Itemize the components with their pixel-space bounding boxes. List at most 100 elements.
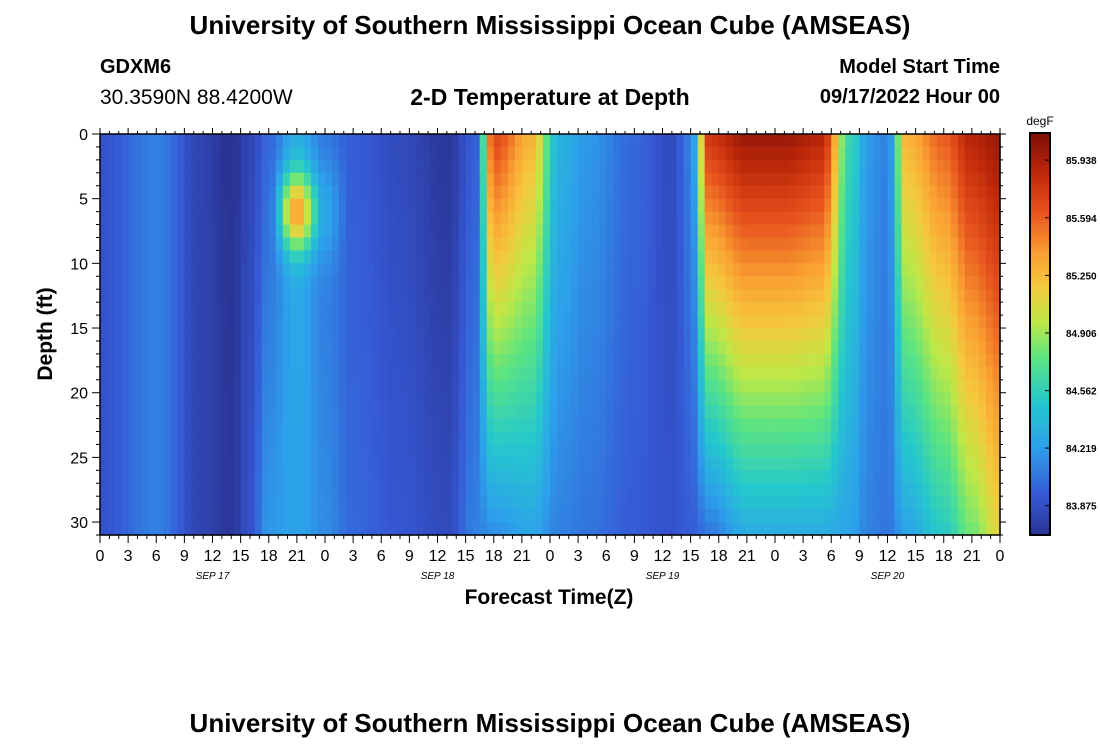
heatmap-cell	[880, 172, 889, 187]
heatmap-cell	[803, 224, 811, 239]
heatmap-cell	[992, 444, 1001, 458]
heatmap-cell	[486, 379, 495, 394]
heatmap-cell	[936, 392, 945, 407]
heatmap-cell	[226, 470, 235, 484]
heatmap-cell	[739, 198, 748, 213]
heatmap-cell	[346, 172, 354, 187]
heatmap-cell	[725, 289, 734, 303]
heatmap-cell	[535, 263, 544, 277]
heatmap-cell	[887, 444, 896, 458]
heatmap-cell	[585, 289, 593, 303]
heatmap-cell	[810, 418, 818, 433]
heatmap-cell	[838, 496, 846, 510]
heatmap-cell	[325, 276, 333, 290]
heatmap-cell	[346, 198, 354, 213]
heatmap-cell	[521, 146, 530, 161]
heatmap-cell	[346, 328, 354, 342]
heatmap-cell	[957, 366, 966, 381]
heatmap-cell	[212, 366, 221, 381]
heatmap-cell	[789, 340, 797, 355]
heatmap-cell	[486, 146, 495, 161]
heatmap-cell	[149, 522, 157, 536]
heatmap-cell	[662, 263, 671, 277]
heatmap-cell	[803, 470, 811, 484]
heatmap-cell	[247, 405, 256, 420]
heatmap-cell	[261, 444, 270, 458]
heatmap-cell	[908, 328, 917, 342]
heatmap-cell	[268, 366, 277, 381]
heatmap-cell	[978, 340, 987, 355]
heatmap-cell	[669, 185, 678, 200]
heatmap-cell	[437, 315, 446, 329]
heatmap-cell	[704, 289, 713, 303]
heatmap-cell	[683, 366, 692, 381]
heatmap-cell	[346, 146, 354, 161]
heatmap-cell	[824, 134, 832, 148]
heatmap-cell	[360, 496, 368, 510]
heatmap-cell	[317, 315, 326, 329]
heatmap-cell	[894, 237, 903, 252]
heatmap-cell	[142, 185, 150, 200]
heatmap-cell	[697, 328, 706, 342]
heatmap-cell	[353, 431, 361, 446]
heatmap-cell	[367, 405, 375, 420]
heatmap-cell	[985, 496, 994, 510]
heatmap-cell	[282, 457, 291, 471]
heatmap-cell	[219, 392, 228, 407]
heatmap-cell	[521, 289, 530, 303]
heatmap-cell	[810, 509, 818, 523]
heatmap-cell	[922, 211, 931, 226]
heatmap-cell	[978, 276, 987, 290]
heatmap-cell	[409, 483, 418, 497]
heatmap-cell	[845, 185, 853, 200]
heatmap-cell	[697, 522, 706, 536]
heatmap-cell	[901, 159, 910, 174]
heatmap-cell	[107, 328, 115, 342]
heatmap-cell	[423, 496, 432, 510]
heatmap-cell	[388, 379, 396, 394]
colorbar-segment	[1030, 488, 1050, 493]
heatmap-cell	[950, 483, 959, 497]
heatmap-cell	[606, 457, 614, 471]
heatmap-cell	[978, 224, 987, 239]
heatmap-cell	[170, 379, 178, 394]
heatmap-cell	[275, 444, 284, 458]
heatmap-cell	[789, 146, 797, 161]
heatmap-cell	[416, 289, 425, 303]
heatmap-cell	[486, 134, 495, 148]
heatmap-cell	[514, 250, 523, 264]
heatmap-cell	[873, 224, 882, 239]
heatmap-cell	[465, 224, 474, 239]
heatmap-cell	[838, 418, 846, 433]
heatmap-cell	[381, 405, 389, 420]
heatmap-cell	[535, 418, 544, 433]
heatmap-cell	[950, 211, 959, 226]
heatmap-cell	[866, 302, 875, 316]
heatmap-cell	[268, 509, 277, 523]
heatmap-cell	[451, 379, 460, 394]
heatmap-cell	[599, 185, 607, 200]
heatmap-cell	[156, 483, 164, 497]
heatmap-cell	[367, 366, 375, 381]
heatmap-cell	[627, 250, 635, 264]
heatmap-cell	[451, 366, 460, 381]
colorbar-tick-label: 84.219	[1066, 444, 1097, 455]
heatmap-cell	[507, 250, 516, 264]
heatmap-cell	[550, 483, 558, 497]
heatmap-cell	[325, 263, 333, 277]
heatmap-cell	[521, 237, 530, 252]
heatmap-cell	[697, 431, 706, 446]
heatmap-cell	[416, 470, 425, 484]
heatmap-cell	[782, 328, 790, 342]
heatmap-cell	[493, 496, 502, 510]
heatmap-cell	[767, 211, 776, 226]
heatmap-cell	[374, 509, 382, 523]
heatmap-cell	[317, 328, 326, 342]
heatmap-cell	[423, 392, 432, 407]
heatmap-cell	[641, 146, 650, 161]
heatmap-cell	[163, 134, 171, 148]
chart-subtitle: 2-D Temperature at Depth	[410, 84, 690, 110]
heatmap-cell	[191, 315, 200, 329]
heatmap-cell	[564, 224, 572, 239]
heatmap-cell	[381, 483, 389, 497]
